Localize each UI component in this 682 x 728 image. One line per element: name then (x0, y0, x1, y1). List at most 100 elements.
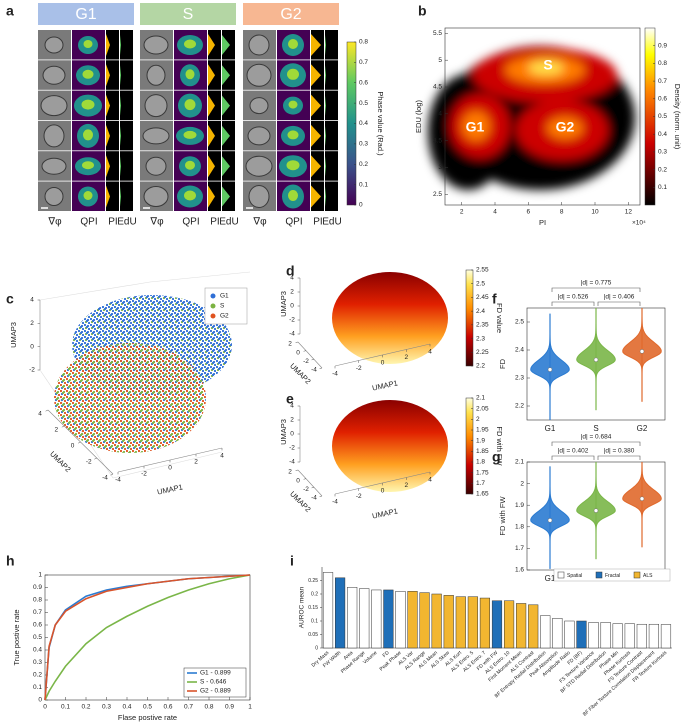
phase-label: G1 (75, 6, 96, 23)
y-tick-label: 1.6 (515, 567, 524, 574)
pi-image (106, 181, 119, 211)
significance-bracket (551, 287, 641, 292)
density-blob (547, 117, 583, 139)
tick-label: 2 (30, 320, 34, 327)
qpi-core (288, 100, 298, 109)
bar (612, 623, 623, 649)
bar (347, 587, 358, 649)
tick-label: -2 (356, 493, 362, 500)
y-tick-label: 0.4 (33, 647, 42, 654)
tick-label: -4 (115, 477, 121, 484)
tick (45, 409, 49, 412)
qpi-core (184, 39, 196, 49)
category-label: G2 (637, 424, 648, 433)
tick-label: 4 (290, 403, 294, 410)
bar (660, 624, 672, 649)
tick-label: -2 (289, 445, 295, 452)
colorbar-tick-label: 0.3 (658, 149, 667, 156)
legend-label: S (220, 303, 225, 310)
legend-marker (210, 313, 216, 319)
tick (303, 350, 307, 352)
axis-label: UMAP3 (279, 419, 288, 445)
qpi-core (287, 68, 299, 80)
legend-label: S - 0.646 (200, 679, 227, 686)
axis-label: UMAP2 (288, 361, 313, 386)
edu-image (325, 120, 338, 151)
tick-label: -2 (141, 471, 147, 478)
panel-label: d (286, 263, 295, 279)
tick-label: 0 (290, 303, 294, 310)
x-axis-label: Flase postive rate (118, 713, 177, 722)
tick-label: 0 (381, 360, 385, 367)
tick-label: 0 (168, 465, 172, 472)
cell-body (145, 156, 167, 176)
colorbar-tick-label: 2.5 (476, 280, 485, 287)
qpi-core (83, 191, 93, 200)
box-edge (149, 271, 251, 283)
colorbar-tick-label: 0.2 (658, 166, 667, 173)
qpi-core (185, 69, 195, 80)
qpi-core (184, 190, 196, 201)
y-tick-label: 5 (438, 57, 442, 64)
channel-label: ∇φ (47, 217, 62, 228)
channel-label: EdU (117, 217, 136, 228)
legend-label: G2 (220, 313, 229, 320)
cell-body (146, 64, 166, 86)
bar (503, 600, 515, 649)
y-tick-label: 1 (38, 572, 42, 579)
tick-label: -4 (289, 459, 295, 466)
colorbar-tick-label: 0.5 (658, 113, 667, 120)
edu-signal (120, 156, 121, 177)
violin-body (576, 476, 616, 536)
tick (303, 478, 307, 480)
panel-label: i (290, 553, 294, 569)
y-tick-label: 0.6 (33, 622, 42, 629)
pi-image (106, 30, 119, 60)
region-label: S (543, 57, 552, 73)
edu-image (120, 120, 133, 151)
tick (295, 341, 299, 343)
legend-label: Spatial (567, 573, 582, 579)
bar (407, 591, 418, 649)
tick-label: 4 (30, 297, 34, 304)
cell-body (248, 185, 270, 208)
pi-signal (311, 124, 321, 147)
density-blob (462, 111, 490, 141)
qpi-core (288, 39, 298, 49)
pi-signal (106, 124, 110, 147)
tick-label: 4 (290, 275, 294, 282)
qpi-core (83, 129, 93, 141)
colorbar-tick-label: 0.7 (359, 59, 368, 66)
bar (552, 618, 563, 649)
effect-size-label: |d| = 0.406 (604, 294, 635, 301)
pi-signal (106, 155, 110, 178)
colorbar-label: Phase value (Rad.) (376, 91, 385, 156)
edu-signal (120, 125, 121, 146)
qpi-core (81, 99, 95, 110)
bar (648, 623, 659, 649)
qpi-core (82, 161, 94, 170)
cell-body (40, 95, 68, 117)
pi-signal (106, 94, 110, 117)
x-tick-label: 6 (527, 209, 531, 216)
edu-image (325, 60, 338, 90)
tick-label: 0 (71, 443, 75, 450)
colorbar-tick-label: 2.25 (476, 349, 489, 356)
tick-label: -4 (332, 371, 338, 378)
legend-marker (210, 293, 216, 299)
tick-label: 0 (290, 431, 294, 438)
tick (295, 469, 299, 471)
effect-size-label: |d| = 0.684 (581, 434, 612, 441)
edu-image (120, 60, 133, 90)
y-tick-label: 0.1 (311, 618, 318, 624)
colorbar-tick-label: 0.7 (658, 78, 667, 85)
bar (371, 589, 382, 649)
colorbar-tick-label: 0.1 (658, 184, 667, 191)
tick (61, 425, 65, 428)
panel-label: a (6, 3, 14, 19)
tick-label: 2 (288, 469, 292, 476)
channel-label: PI (313, 217, 322, 228)
cell-body (43, 124, 65, 148)
pi-signal (208, 185, 215, 208)
tick-label: 4 (428, 349, 432, 356)
